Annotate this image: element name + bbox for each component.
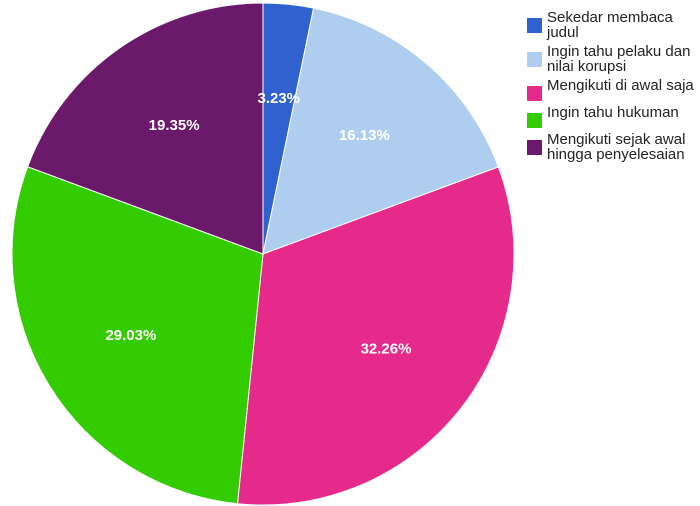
legend-swatch bbox=[527, 140, 542, 155]
pie-slice bbox=[11, 166, 264, 505]
slice-label: 16.13% bbox=[339, 127, 390, 144]
legend-swatch bbox=[527, 86, 542, 101]
legend-swatch bbox=[527, 52, 542, 67]
slice-label: 29.03% bbox=[105, 327, 156, 344]
legend: Sekedar membaca judul Ingin tahu pelaku d… bbox=[527, 10, 700, 166]
pie-chart: 3.23% 16.13% 32.26% 29.03% 19.35% bbox=[11, 2, 515, 506]
pie-slice bbox=[262, 7, 500, 255]
pie-slice bbox=[27, 2, 264, 255]
legend-label: Ingin tahu pelaku dan nilai korupsi bbox=[547, 43, 691, 75]
slice-label: 32.26% bbox=[361, 340, 412, 357]
legend-item: Sekedar membaca judul bbox=[527, 10, 700, 40]
legend-swatch bbox=[527, 113, 542, 128]
legend-item: Ingin tahu hukuman bbox=[527, 105, 700, 128]
legend-item: Ingin tahu pelaku dan nilai korupsi bbox=[527, 44, 700, 74]
slice-label: 3.23% bbox=[257, 90, 300, 107]
legend-label: Sekedar membaca judul bbox=[547, 9, 673, 41]
legend-label: Ingin tahu hukuman bbox=[547, 104, 679, 121]
pie-slice bbox=[236, 166, 515, 506]
legend-label: Mengikuti sejak awal hingga penyelesaian bbox=[547, 131, 686, 163]
slice-label: 19.35% bbox=[149, 117, 200, 134]
legend-label: Mengikuti di awal saja bbox=[547, 77, 694, 94]
legend-swatch bbox=[527, 18, 542, 33]
legend-item: Mengikuti sejak awal hingga penyelesaian bbox=[527, 132, 700, 162]
legend-item: Mengikuti di awal saja bbox=[527, 78, 700, 101]
